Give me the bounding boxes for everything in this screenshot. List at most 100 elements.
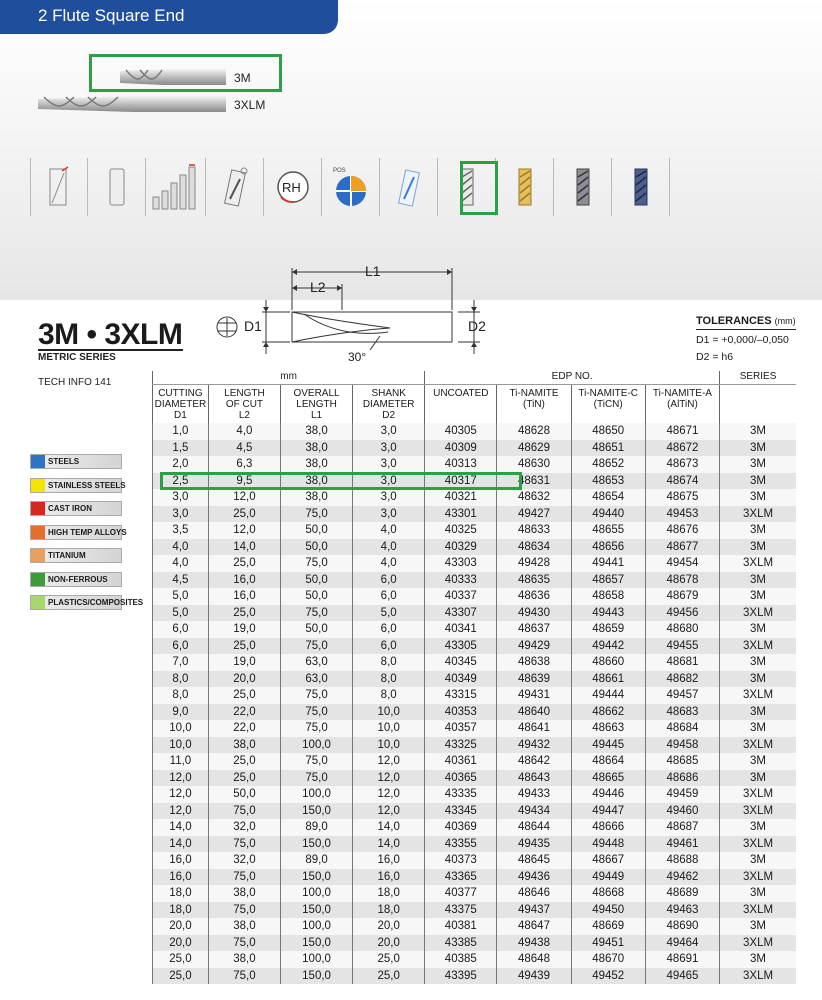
table-cell: 89,0 [279,819,353,836]
table-cell: 49457 [644,687,720,704]
table-cell: 48632 [496,489,572,506]
table-cell: 48650 [570,423,646,440]
table-cell: 38,0 [279,472,353,489]
ticn-flute-icon [554,158,612,216]
column-header-line: Ti-NAMITE [509,387,559,399]
table-cell: 75,0 [279,753,353,770]
table-cell: 48670 [570,951,646,968]
tolerances-title: TOLERANCES [696,315,772,327]
table-row: 18,0 38,0 100,0 18,0 40377 48646 48668 48689 3M [152,885,796,902]
table-cell: 14,0 [352,835,425,852]
table-row: 8,0 20,0 63,0 8,0 40349 48639 48661 48682 3M [152,670,796,687]
column-header-line: (TiCN) [593,398,623,410]
table-cell: 25,0 [207,604,281,621]
table-cell: 75,0 [279,505,353,522]
table-cell: 8,0 [152,687,209,704]
column-header-line: (TiN) [523,398,545,410]
table-cell: 1,0 [152,423,209,440]
material-swatch [31,502,45,515]
table-cell: 38,0 [207,736,281,753]
table-cell: 3M [719,571,796,588]
table-cell: 3M [719,489,796,506]
column-header-line: Ti-NAMITE-C [578,387,639,399]
table-cell: 25,0 [352,967,425,984]
spiral-icon [206,158,264,216]
table-cell: 49463 [644,901,720,918]
table-cell: 49431 [496,687,572,704]
table-cell: 43301 [424,505,497,522]
table-cell: 3XLM [719,505,796,522]
table-cell: 3XLM [719,802,796,819]
table-cell: 8,0 [352,654,425,671]
table-cell: 49460 [644,802,720,819]
table-cell: 4,5 [207,439,281,456]
table-cell: 3XLM [719,736,796,753]
table-row: 4,5 16,0 50,0 6,0 40333 48635 48657 48678 3M [152,571,796,588]
group-mm: mm [151,371,425,385]
table-cell: 38,0 [279,439,353,456]
tolerance-d1-label: D1 [696,334,710,346]
table-cell: 75,0 [279,637,353,654]
table-cell: 3XLM [719,687,796,704]
table-cell: 6,0 [152,637,209,654]
table-cell: 48690 [644,918,720,935]
table-row: 20,0 38,0 100,0 20,0 40381 48647 48669 48690 3M [152,918,796,935]
twist-icon [30,158,88,216]
table-cell: 25,0 [207,687,281,704]
table-cell: 48637 [496,621,572,638]
table-cell: 9,0 [152,703,209,720]
table-cell: 6,0 [152,621,209,638]
table-cell: 12,0 [152,802,209,819]
table-cell: 100,0 [279,951,353,968]
column-header-line: DIAMETER [154,398,207,410]
table-cell: 43365 [424,868,497,885]
table-cell: 10,0 [152,720,209,737]
table-cell: 3XLM [719,604,796,621]
rh-label: RH [282,180,301,195]
tolerances-heading: TOLERANCES (mm) [696,315,796,327]
table-cell: 150,0 [279,901,353,918]
altin-flute-icon [612,158,670,216]
table-row: 5,0 25,0 75,0 5,0 43307 49430 49443 49456 3XLM [152,604,796,621]
table-cell: 49453 [644,505,720,522]
l2-label: L2 [310,279,326,295]
table-cell: 38,0 [207,951,281,968]
table-cell: 43315 [424,687,497,704]
column-header-line: SHANK [371,387,406,399]
table-cell: 40373 [424,852,497,869]
table-cell: 48677 [644,538,720,555]
table-cell: 49447 [570,802,646,819]
table-cell: 75,0 [279,769,353,786]
table-cell: 48682 [644,670,720,687]
material-chip: TITANIUM [30,548,122,563]
table-row: 1,0 4,0 38,0 3,0 40305 48628 48650 48671 3M [152,423,796,440]
table-cell: 14,0 [152,835,209,852]
table-cell: 49428 [496,555,572,572]
table-cell: 5,0 [152,604,209,621]
table-cell: 40369 [424,819,497,836]
table-cell: 63,0 [279,654,353,671]
column-header: OVERALL LENGTH L1 [279,384,353,423]
table-cell: 3XLM [719,835,796,852]
table-cell: 43355 [424,835,497,852]
table-cell: 16,0 [152,868,209,885]
table-row: 16,0 32,0 89,0 16,0 40373 48645 48667 48688 3M [152,852,796,869]
material-swatch [31,549,45,562]
table-cell: 25,0 [207,505,281,522]
group-series: SERIES [719,371,796,385]
column-header-line: D1 [174,409,187,421]
table-cell: 8,0 [352,687,425,704]
table-row: 9,0 22,0 75,0 10,0 40353 48640 48662 48683 3M [152,703,796,720]
table-cell: 49437 [496,901,572,918]
table-cell: 8,0 [152,670,209,687]
table-cell: 16,0 [352,852,425,869]
table-cell: 14,0 [207,538,281,555]
table-cell: 12,0 [352,802,425,819]
table-cell: 49464 [644,934,720,951]
table-cell: 40377 [424,885,497,902]
table-cell: 10,0 [352,720,425,737]
table-cell: 6,0 [352,637,425,654]
material-label: TITANIUM [48,551,86,560]
table-cell: 150,0 [279,967,353,984]
table-cell: 43305 [424,637,497,654]
